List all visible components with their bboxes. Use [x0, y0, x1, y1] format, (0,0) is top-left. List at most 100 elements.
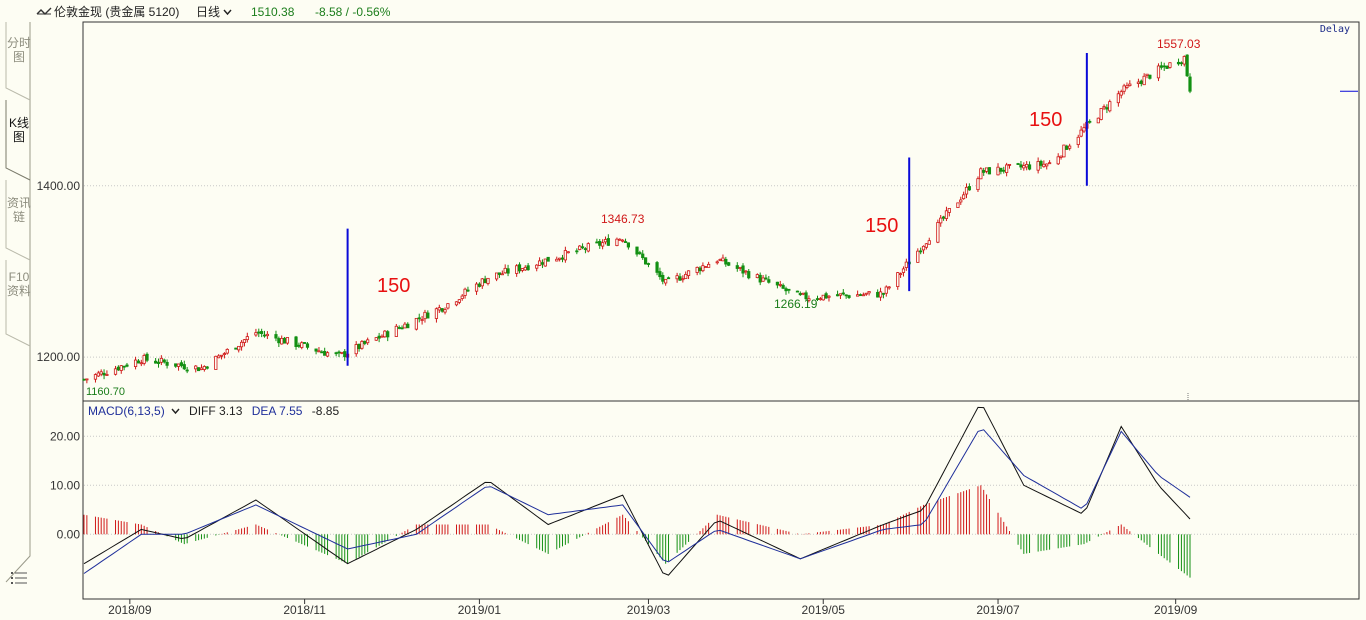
- macd-indicator-selector[interactable]: MACD(6,13,5): [88, 404, 180, 418]
- candlestick: [878, 287, 883, 301]
- candlestick: [795, 290, 800, 293]
- candlestick: [1165, 65, 1169, 69]
- candle-body: [503, 267, 507, 274]
- candle-body: [423, 311, 427, 320]
- candle-body: [781, 284, 785, 289]
- candlestick: [102, 369, 106, 380]
- candle-body: [580, 246, 585, 249]
- candlestick: [964, 183, 969, 199]
- candle-body: [1062, 144, 1066, 158]
- candlestick: [334, 351, 338, 357]
- tab-timeshare[interactable]: 分时图: [6, 36, 32, 64]
- candle-body: [661, 274, 665, 282]
- candlestick: [618, 238, 622, 241]
- candlestick: [154, 358, 158, 364]
- candlestick: [956, 202, 960, 208]
- chart-toggle-icon[interactable]: [36, 5, 52, 19]
- candle-body: [325, 352, 330, 357]
- candlestick: [537, 257, 542, 266]
- candlestick: [738, 266, 742, 271]
- candle-body: [285, 337, 290, 344]
- candle-body: [1162, 65, 1166, 68]
- candlestick: [297, 342, 301, 349]
- candle-body: [1185, 54, 1189, 77]
- candle-body: [615, 238, 619, 247]
- candlestick: [199, 364, 204, 371]
- candlestick: [1142, 73, 1146, 86]
- period-label: 日线: [196, 5, 221, 19]
- candle-body: [827, 295, 831, 298]
- candle-body: [775, 281, 779, 286]
- candle-body: [601, 242, 605, 247]
- candlestick: [417, 313, 421, 323]
- candle-body: [377, 335, 381, 339]
- candle-body: [386, 331, 390, 338]
- candle-body: [93, 374, 98, 380]
- candle-body: [744, 270, 748, 273]
- candle-body: [666, 277, 671, 280]
- candle-body: [721, 257, 725, 262]
- candlestick: [838, 293, 843, 300]
- candlestick: [185, 366, 189, 374]
- candle-body: [222, 353, 226, 355]
- candlestick: [202, 365, 206, 372]
- candle-body: [979, 168, 983, 180]
- menu-list-icon[interactable]: [10, 570, 28, 586]
- candlestick: [827, 295, 831, 302]
- candlestick: [626, 242, 631, 250]
- tab-frame: [5, 22, 31, 583]
- candle-body: [1096, 117, 1100, 124]
- candlestick: [724, 256, 728, 267]
- macd-header: MACD(6,13,5) DIFF 3.13 DEA 7.55 -8.85: [88, 404, 345, 418]
- candle-body: [735, 265, 739, 269]
- candle-body: [486, 277, 490, 284]
- last-price: 1510.38: [251, 5, 295, 19]
- period-selector[interactable]: 日线: [196, 5, 232, 19]
- candlestick: [661, 272, 665, 285]
- candlestick: [721, 254, 725, 262]
- tab-news[interactable]: 资讯链: [6, 196, 32, 224]
- candle-body: [260, 331, 264, 334]
- candle-body: [727, 262, 731, 266]
- candle-body: [996, 166, 1000, 176]
- candlestick: [394, 323, 398, 337]
- candle-body: [1002, 169, 1006, 172]
- candlestick: [727, 261, 731, 267]
- candle-body: [784, 288, 788, 292]
- tab-kline[interactable]: K线图: [6, 116, 32, 144]
- candlestick: [675, 272, 679, 283]
- candlestick: [601, 239, 605, 250]
- candle-body: [844, 294, 848, 297]
- candlestick: [666, 276, 671, 280]
- macd-dea-line: [83, 429, 1191, 574]
- price-y-tick-label: 1400.00: [37, 179, 81, 193]
- candlestick: [262, 330, 267, 338]
- candlestick: [426, 310, 430, 319]
- candlestick: [317, 347, 321, 353]
- candle-body: [334, 352, 338, 355]
- candlestick: [941, 215, 946, 221]
- candle-body: [1145, 73, 1149, 76]
- candlestick: [1176, 58, 1181, 66]
- candlestick: [695, 266, 699, 276]
- candlestick: [646, 262, 651, 268]
- annotation-150-3: 150: [1029, 109, 1063, 131]
- candle-body: [876, 291, 880, 298]
- candle-body: [916, 250, 920, 263]
- candlestick: [1102, 104, 1106, 111]
- price-y-tick-label: 1200.00: [37, 350, 81, 364]
- tab-f10[interactable]: F10资料: [6, 270, 32, 298]
- candle-body: [1168, 62, 1172, 68]
- candle-body: [1165, 65, 1169, 69]
- candle-body: [113, 368, 118, 375]
- candlestick: [1105, 104, 1109, 114]
- candle-body: [1182, 56, 1186, 65]
- candle-body: [156, 361, 161, 364]
- candlestick: [781, 283, 785, 290]
- candlestick: [801, 292, 805, 296]
- candlestick: [99, 369, 103, 377]
- candlestick: [1002, 166, 1006, 174]
- candlestick: [1025, 161, 1029, 171]
- candlestick: [623, 238, 628, 243]
